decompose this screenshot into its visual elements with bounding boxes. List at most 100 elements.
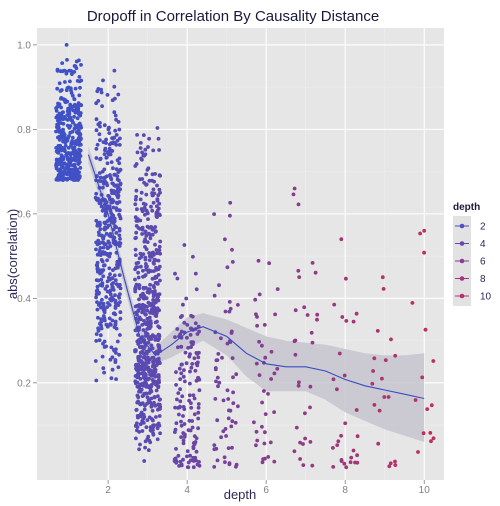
data-point-110 xyxy=(72,126,77,131)
data-point-1262 xyxy=(139,344,144,349)
data-point-1592 xyxy=(229,331,234,335)
data-point-311 xyxy=(74,158,78,163)
data-point-1322 xyxy=(156,273,161,277)
data-point-615 xyxy=(105,174,109,179)
data-point-295 xyxy=(70,72,74,76)
data-point-337 xyxy=(66,108,71,112)
data-point-949 xyxy=(153,403,158,408)
data-point-618 xyxy=(118,181,123,186)
data-point-884 xyxy=(134,235,138,240)
data-point-741 xyxy=(98,156,103,161)
data-point-1203 xyxy=(158,213,162,218)
data-point-1031 xyxy=(150,208,155,213)
data-point-1584 xyxy=(219,435,224,440)
data-point-1716 xyxy=(431,359,436,363)
data-point-1529 xyxy=(194,378,199,383)
data-point-1483 xyxy=(178,459,183,464)
data-point-1644 xyxy=(310,261,315,265)
data-point-1532 xyxy=(228,213,232,218)
data-point-1546 xyxy=(236,303,240,307)
data-point-1015 xyxy=(143,257,148,262)
data-point-495 xyxy=(94,289,99,293)
data-point-772 xyxy=(102,308,107,312)
data-point-1197 xyxy=(151,187,156,192)
data-point-1493 xyxy=(189,365,194,370)
data-point-330 xyxy=(54,109,59,113)
data-point-726 xyxy=(101,263,106,268)
data-point-1048 xyxy=(136,320,140,325)
data-point-1506 xyxy=(191,446,196,451)
data-point-1560 xyxy=(212,212,217,217)
data-point-224 xyxy=(70,135,75,140)
data-point-331 xyxy=(72,141,76,146)
data-point-191 xyxy=(72,145,77,150)
data-point-560 xyxy=(94,191,99,196)
data-point-1510 xyxy=(188,428,193,433)
data-point-1538 xyxy=(234,372,239,377)
data-point-1687 xyxy=(337,351,342,356)
data-point-1684 xyxy=(344,319,349,323)
data-point-634 xyxy=(109,188,114,193)
data-point-609 xyxy=(109,323,113,327)
data-point-54 xyxy=(65,58,69,62)
data-point-1179 xyxy=(142,274,147,278)
data-point-1682 xyxy=(339,459,344,463)
data-point-1505 xyxy=(186,460,191,465)
data-point-338 xyxy=(63,143,68,148)
data-point-1583 xyxy=(228,340,233,344)
data-point-1195 xyxy=(135,133,140,137)
data-point-1408 xyxy=(173,335,177,339)
data-point-1421 xyxy=(188,381,192,386)
x-tick-label-3: 8 xyxy=(342,485,348,496)
data-point-703 xyxy=(94,292,99,297)
data-point-355 xyxy=(68,104,73,109)
data-point-1001 xyxy=(157,248,162,253)
data-point-1033 xyxy=(141,328,146,332)
data-point-1597 xyxy=(256,258,261,263)
data-point-876 xyxy=(147,258,152,262)
data-point-1296 xyxy=(142,294,147,298)
data-point-574 xyxy=(108,357,113,362)
data-point-1594 xyxy=(213,397,218,401)
data-point-350 xyxy=(69,88,73,93)
data-point-1271 xyxy=(145,418,150,422)
data-point-736 xyxy=(102,226,107,231)
data-point-1471 xyxy=(194,351,199,355)
data-point-1711 xyxy=(429,439,433,444)
data-point-329 xyxy=(61,121,66,126)
data-point-548 xyxy=(117,228,122,233)
data-point-677 xyxy=(104,155,109,160)
confidence-band xyxy=(88,146,425,443)
data-point-1003 xyxy=(145,211,150,216)
data-point-1606 xyxy=(257,292,262,297)
data-point-1002 xyxy=(149,396,154,401)
data-point-1373 xyxy=(143,355,148,360)
data-point-1570 xyxy=(225,388,230,393)
data-point-1141 xyxy=(135,428,139,433)
data-point-177 xyxy=(66,146,71,150)
data-point-1445 xyxy=(179,423,184,428)
data-point-1327 xyxy=(133,277,137,282)
data-point-349 xyxy=(76,177,81,181)
data-point-1341 xyxy=(150,429,154,434)
data-point-743 xyxy=(101,303,106,308)
data-point-1347 xyxy=(151,294,156,299)
data-point-305 xyxy=(56,101,60,106)
data-point-280 xyxy=(63,138,68,143)
data-point-298 xyxy=(56,135,60,140)
data-point-1623 xyxy=(275,366,280,371)
data-point-1528 xyxy=(194,287,199,292)
data-point-1608 xyxy=(272,410,276,414)
data-point-1514 xyxy=(176,391,181,395)
legend-key-point-3 xyxy=(459,276,465,281)
data-point-681 xyxy=(111,140,116,145)
data-point-751 xyxy=(97,132,102,137)
data-point-1720 xyxy=(416,450,420,454)
data-point-1371 xyxy=(144,363,148,368)
data-point-52 xyxy=(55,86,60,91)
data-point-1525 xyxy=(178,404,182,409)
data-point-1356 xyxy=(135,380,140,385)
data-point-646 xyxy=(99,268,103,273)
data-point-1688 xyxy=(351,319,356,324)
